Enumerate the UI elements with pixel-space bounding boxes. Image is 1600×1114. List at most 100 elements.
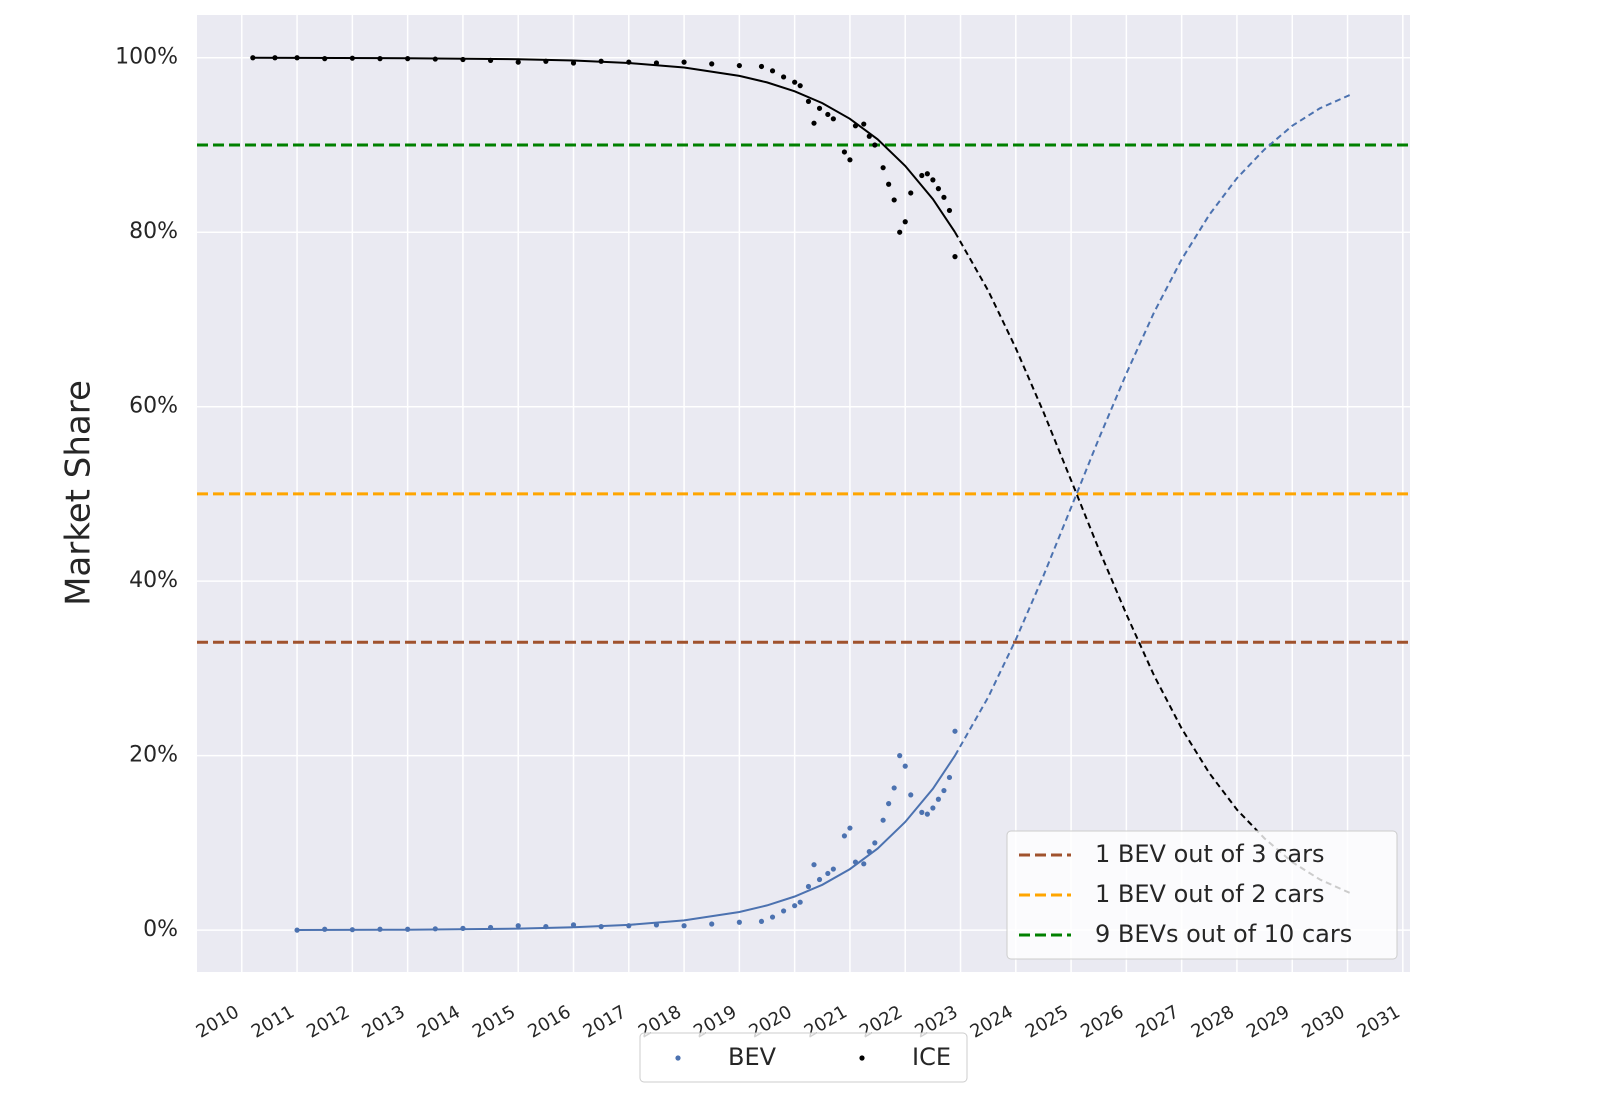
data-point (432, 926, 438, 932)
legend-label: ICE (912, 1043, 951, 1071)
data-point (797, 83, 803, 89)
data-point (897, 753, 903, 759)
data-point (930, 805, 936, 811)
x-tick-label: 2015 (469, 1001, 519, 1042)
data-point (935, 186, 942, 192)
data-point (709, 921, 715, 927)
data-point (902, 219, 908, 225)
x-tick-label: 2025 (1022, 1001, 1072, 1042)
y-tick-label: 40% (129, 568, 178, 593)
data-point (830, 866, 836, 872)
data-point (487, 57, 494, 63)
data-point (908, 792, 914, 798)
x-tick-label: 2028 (1188, 1001, 1238, 1042)
data-point (946, 774, 953, 781)
data-point (830, 116, 836, 122)
data-point (897, 229, 903, 235)
data-point (952, 728, 958, 734)
data-point (847, 825, 853, 831)
x-tick-label: 2013 (358, 1001, 408, 1042)
data-point (902, 763, 908, 769)
data-point (935, 796, 942, 802)
fit-line (954, 92, 1354, 757)
data-point (487, 924, 494, 931)
data-point (797, 899, 803, 905)
legend-box (639, 1032, 968, 1083)
legend-label: 1 BEV out of 3 cars (1095, 840, 1324, 868)
data-point (811, 120, 817, 126)
data-point (816, 876, 823, 883)
data-point (861, 861, 867, 867)
y-tick-label: 0% (143, 917, 178, 942)
data-point (924, 171, 930, 177)
data-point (941, 787, 947, 794)
x-tick-label: 2014 (414, 1001, 464, 1042)
data-point (825, 111, 831, 118)
data-point (825, 870, 831, 877)
data-point (816, 105, 823, 111)
data-point (792, 79, 798, 85)
data-point (598, 58, 604, 64)
data-point (543, 58, 549, 64)
data-point (941, 194, 947, 200)
data-point (852, 123, 859, 129)
data-point (891, 197, 897, 203)
data-point (872, 142, 878, 148)
x-tick-label: 2010 (193, 1001, 243, 1042)
fit-line (297, 755, 956, 931)
x-tick-label: 2011 (248, 1001, 298, 1042)
data-point (924, 811, 930, 817)
data-point (272, 55, 278, 61)
data-point (294, 55, 300, 61)
y-axis-label: Market Share (59, 380, 99, 606)
data-point (598, 924, 604, 930)
data-point (736, 62, 742, 69)
data-point (250, 55, 256, 61)
data-point (886, 801, 892, 807)
data-point (811, 862, 817, 868)
x-tick-label: 2031 (1354, 1001, 1404, 1042)
data-point (919, 172, 925, 179)
data-point (405, 926, 411, 932)
data-point (322, 56, 328, 62)
data-point (377, 926, 383, 932)
data-point (872, 840, 878, 846)
legend-label: 9 BEVs out of 10 cars (1095, 920, 1352, 948)
x-tick-label: 2024 (967, 1001, 1017, 1042)
data-point (886, 181, 892, 187)
x-tick-label: 2012 (303, 1001, 353, 1042)
data-point (847, 157, 853, 163)
data-point (866, 133, 872, 139)
data-point (709, 61, 715, 67)
data-point (805, 98, 812, 104)
data-point (852, 859, 859, 865)
data-point (861, 121, 867, 127)
data-point (805, 883, 812, 890)
data-point (460, 56, 466, 63)
data-point (946, 207, 953, 214)
data-point (758, 918, 765, 925)
data-point (780, 74, 787, 80)
data-point (866, 849, 872, 855)
data-point (626, 923, 632, 929)
data-point (460, 925, 466, 931)
data-point (736, 919, 742, 925)
data-point (681, 59, 687, 65)
y-tick-label: 20% (129, 743, 178, 768)
data-point (841, 833, 848, 839)
data-point (769, 914, 776, 920)
legend-box (1006, 830, 1398, 960)
data-point (792, 903, 798, 909)
legend-label: 1 BEV out of 2 cars (1095, 880, 1324, 908)
x-tick-label: 2027 (1132, 1001, 1182, 1042)
x-tick-label: 2029 (1243, 1001, 1293, 1042)
data-point (681, 923, 687, 929)
data-point (515, 923, 521, 929)
y-tick-label: 100% (115, 45, 178, 70)
data-point (919, 809, 925, 815)
data-point (377, 56, 383, 62)
data-point (841, 149, 848, 155)
legend-label: BEV (728, 1043, 777, 1071)
data-point (880, 165, 886, 171)
